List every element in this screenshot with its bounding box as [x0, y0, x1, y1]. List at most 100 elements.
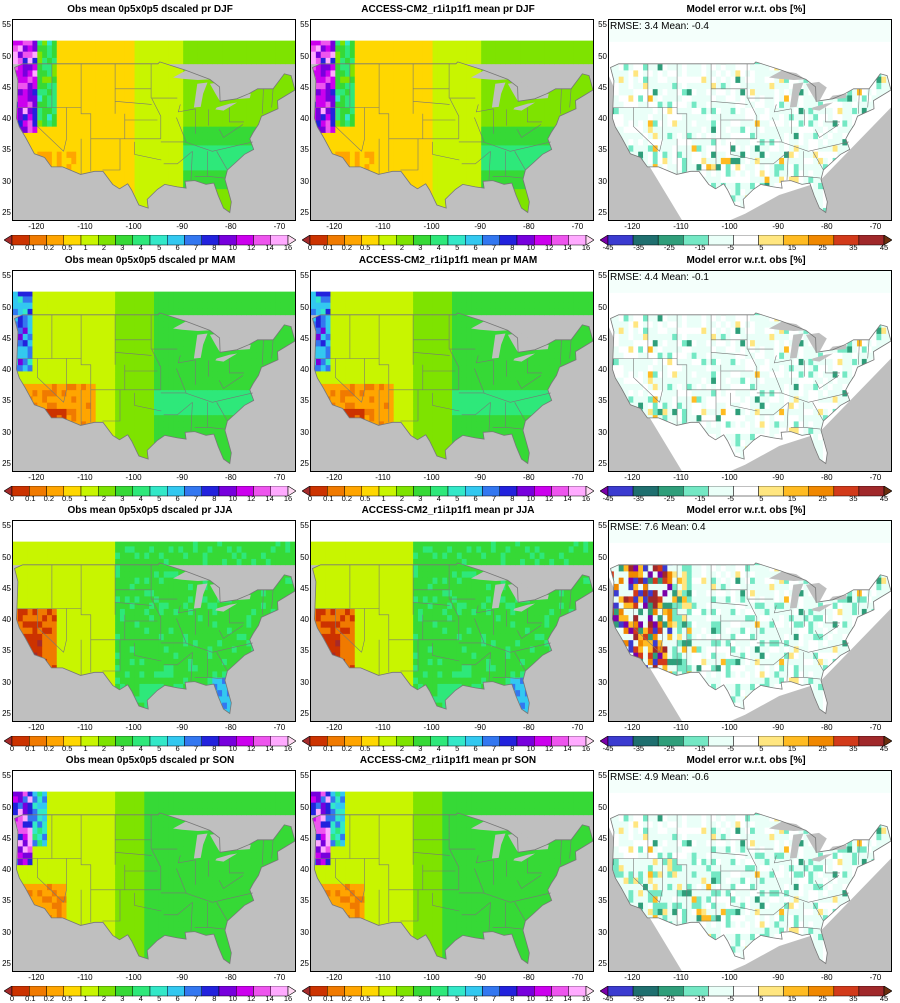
- map-svg: [609, 271, 891, 471]
- colorbar-tick-label: 0.2: [39, 994, 59, 1003]
- lon-tick-label: -70: [267, 973, 291, 982]
- lat-tick-label: 40: [298, 615, 309, 624]
- lon-tick-label: -80: [815, 973, 839, 982]
- lon-tick-label: -90: [766, 473, 790, 482]
- lon-tick-label: -120: [322, 473, 346, 482]
- colorbar-tick-label: 45: [874, 994, 894, 1003]
- lon-tick-label: -110: [371, 723, 395, 732]
- lon-tick-label: -100: [122, 473, 146, 482]
- lat-tick-label: 45: [0, 334, 11, 343]
- lon-tick-label: -120: [620, 723, 644, 732]
- lat-tick-label: 30: [0, 428, 11, 437]
- colorbar-tick-label: 1: [374, 994, 394, 1003]
- colorbar-tick-label: 0.2: [337, 994, 357, 1003]
- lat-tick-label: 55: [0, 20, 11, 29]
- lat-tick-label: 40: [0, 114, 11, 123]
- colorbar-tick-label: 5: [447, 994, 467, 1003]
- lon-tick-label: -90: [468, 973, 492, 982]
- lon-tick-label: -90: [468, 473, 492, 482]
- lat-tick-label: 35: [0, 896, 11, 905]
- lon-tick-label: -110: [669, 973, 693, 982]
- lat-tick-label: 45: [0, 834, 11, 843]
- colorbar-tick-label: 0.5: [57, 994, 77, 1003]
- lon-tick-label: -120: [620, 973, 644, 982]
- lat-tick-label: 25: [0, 959, 11, 968]
- lon-tick-label: -110: [669, 222, 693, 231]
- lat-tick-label: 50: [596, 303, 607, 312]
- map-area: [310, 270, 594, 472]
- panel-title: Model error w.r.t. obs [%]: [596, 4, 896, 15]
- lon-tick-label: -90: [170, 723, 194, 732]
- colorbar-tick-label: 10: [521, 994, 541, 1003]
- colorbar-tick-label: 1: [76, 994, 96, 1003]
- lat-tick-label: 50: [298, 303, 309, 312]
- map-svg: [13, 271, 295, 471]
- colorbar-tick-label: 35: [843, 994, 863, 1003]
- lat-tick-label: 50: [298, 803, 309, 812]
- lat-tick-label: 50: [0, 52, 11, 61]
- lon-tick-label: -80: [517, 973, 541, 982]
- lon-tick-label: -100: [420, 473, 444, 482]
- lat-tick-label: 30: [0, 928, 11, 937]
- lon-tick-label: -120: [322, 723, 346, 732]
- colorbar-tick-label: 14: [260, 994, 280, 1003]
- map-area: [12, 770, 296, 972]
- lon-tick-label: -120: [24, 973, 48, 982]
- lon-tick-label: -100: [420, 973, 444, 982]
- colorbar-tick-label: 8: [204, 994, 224, 1003]
- lat-tick-label: 50: [596, 803, 607, 812]
- lon-tick-label: -80: [219, 723, 243, 732]
- map-area: RMSE: 4.4 Mean: -0.1: [608, 270, 892, 472]
- lat-tick-label: 50: [298, 52, 309, 61]
- panel-title: Model error w.r.t. obs [%]: [596, 255, 896, 266]
- map-svg: [609, 771, 891, 971]
- map-area: RMSE: 4.9 Mean: -0.6: [608, 770, 892, 972]
- colorbar-tick-label: 5: [751, 994, 771, 1003]
- lon-tick-label: -120: [322, 973, 346, 982]
- lon-tick-label: -90: [766, 222, 790, 231]
- lat-tick-label: 30: [596, 177, 607, 186]
- colorbar-tick-label: 14: [558, 994, 578, 1003]
- lat-tick-label: 50: [596, 52, 607, 61]
- lon-tick-label: -110: [73, 222, 97, 231]
- lon-tick-label: -70: [267, 222, 291, 231]
- lon-tick-label: -90: [766, 973, 790, 982]
- lat-tick-label: 25: [0, 709, 11, 718]
- lat-tick-label: 40: [0, 365, 11, 374]
- lat-tick-label: 40: [298, 114, 309, 123]
- lat-tick-label: 55: [0, 521, 11, 530]
- lon-tick-label: -120: [620, 473, 644, 482]
- panel-title: Model error w.r.t. obs [%]: [596, 755, 896, 766]
- lon-tick-label: -100: [718, 222, 742, 231]
- lon-tick-label: -100: [420, 723, 444, 732]
- map-area: [12, 19, 296, 221]
- lat-tick-label: 25: [0, 208, 11, 217]
- lat-tick-label: 55: [298, 521, 309, 530]
- panel-djf-error: Model error w.r.t. obs [%]RMSE: 3.4 Mean…: [596, 0, 896, 250]
- colorbar: [600, 484, 892, 494]
- lon-tick-label: -120: [24, 473, 48, 482]
- lat-tick-label: 25: [596, 208, 607, 217]
- colorbar: [302, 984, 594, 994]
- colorbar-tick-label: 16: [576, 994, 596, 1003]
- lat-tick-label: 40: [0, 865, 11, 874]
- colorbar-tick-label: -15: [690, 994, 710, 1003]
- lon-tick-label: -120: [24, 222, 48, 231]
- lon-tick-label: -110: [73, 723, 97, 732]
- colorbar-tick-label: 4: [429, 994, 449, 1003]
- lat-tick-label: 30: [596, 928, 607, 937]
- lon-tick-label: -110: [371, 222, 395, 231]
- map-area: [310, 520, 594, 722]
- lat-tick-label: 50: [298, 553, 309, 562]
- map-svg: [13, 771, 295, 971]
- panel-title: Obs mean 0p5x0p5 dscaled pr SON: [0, 755, 300, 766]
- panel-title: ACCESS-CM2_r1i1p1f1 mean pr DJF: [298, 4, 598, 15]
- colorbar-tick-label: -35: [629, 994, 649, 1003]
- colorbar: [600, 984, 892, 994]
- lon-tick-label: -120: [24, 723, 48, 732]
